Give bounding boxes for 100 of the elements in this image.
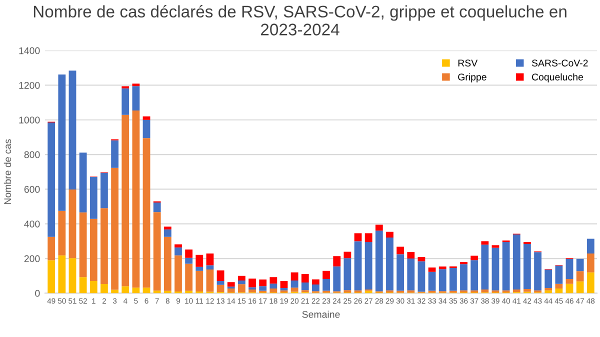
- bar: [164, 236, 172, 291]
- bar: [174, 255, 182, 292]
- bar: [280, 281, 288, 288]
- bar: [216, 270, 224, 282]
- bar: [248, 278, 256, 288]
- bar: [270, 277, 278, 284]
- bar: [290, 272, 298, 281]
- bar: [544, 288, 552, 290]
- bar: [164, 226, 172, 230]
- bar: [333, 256, 341, 266]
- bar: [259, 280, 267, 286]
- bar: [153, 290, 161, 294]
- bar: [79, 277, 87, 294]
- bar: [164, 229, 172, 237]
- y-tick-label: 800: [24, 151, 40, 158]
- bar: [322, 278, 330, 291]
- bar: [386, 232, 394, 238]
- bar: [566, 278, 574, 284]
- bar: [524, 289, 531, 292]
- bar: [492, 248, 500, 290]
- y-tick-label: 400: [24, 220, 40, 228]
- legend-label: Grippe: [458, 73, 486, 82]
- legend-label: Coqueluche: [532, 73, 583, 82]
- bar: [460, 264, 468, 290]
- bar: [90, 281, 98, 294]
- bar: [100, 172, 108, 208]
- bar: [206, 265, 214, 270]
- bar: [132, 84, 140, 86]
- bar: [418, 261, 426, 292]
- bar: [111, 140, 118, 168]
- y-tick-label: 0: [35, 290, 40, 297]
- bar: [364, 242, 372, 290]
- bar: [185, 290, 193, 294]
- bar: [174, 247, 182, 256]
- bar: [68, 258, 76, 294]
- chart-title: Nombre de cas déclarés de RSV, SARS-CoV-2, grippe et coqueluche en 2023-2024: [34, 5, 566, 36]
- bar: [153, 202, 161, 212]
- bar: [586, 254, 594, 272]
- bar: [502, 242, 510, 290]
- bar: [449, 268, 457, 291]
- bar: [270, 288, 278, 292]
- bar: [534, 252, 542, 290]
- bar: [375, 230, 383, 292]
- y-tick-label: 1200: [19, 82, 40, 89]
- bar: [196, 266, 204, 271]
- bar: [206, 269, 214, 292]
- bar: [524, 244, 531, 290]
- bar: [375, 224, 383, 231]
- bar: [79, 212, 87, 278]
- bar: [481, 290, 489, 292]
- bar: [586, 272, 594, 294]
- y-tick-label: 600: [24, 186, 40, 193]
- x-axis-title: Semaine: [302, 310, 340, 318]
- bar: [122, 114, 130, 286]
- bar: [470, 256, 478, 260]
- bar: [142, 288, 150, 294]
- bar: [132, 86, 140, 111]
- bar: [270, 284, 278, 289]
- bar: [142, 116, 150, 120]
- bar: [48, 122, 56, 237]
- bar: [48, 236, 56, 260]
- bar: [512, 290, 520, 292]
- bar: [68, 70, 76, 190]
- y-axis-title: Nombre de cas: [4, 139, 12, 204]
- bar: [280, 288, 288, 290]
- bar: [354, 241, 362, 290]
- bar: [216, 281, 224, 285]
- bar: [206, 254, 214, 266]
- bar: [312, 284, 320, 292]
- bar: [290, 280, 298, 288]
- bar: [248, 290, 256, 292]
- bar: [111, 290, 118, 294]
- bar: [196, 270, 204, 292]
- bar: [68, 190, 76, 258]
- bar: [132, 288, 140, 294]
- bar: [438, 269, 446, 292]
- y-tick-label: 1400: [19, 47, 40, 54]
- bar: [122, 88, 130, 115]
- bar: [481, 241, 489, 245]
- bar: [481, 244, 489, 290]
- bar: [386, 238, 394, 290]
- y-tick-label: 200: [24, 255, 40, 262]
- bar: [492, 245, 500, 248]
- bar: [238, 276, 246, 281]
- bar: [418, 256, 426, 262]
- bar: [344, 258, 352, 290]
- bar: [428, 268, 436, 272]
- bar: [185, 264, 193, 291]
- bar: [58, 210, 66, 256]
- bar: [185, 258, 193, 264]
- bar: [58, 255, 66, 294]
- bar: [259, 286, 267, 291]
- bar: [555, 266, 563, 284]
- bar: [79, 152, 87, 212]
- bar: [544, 290, 552, 294]
- bar: [586, 238, 594, 254]
- bar: [58, 74, 66, 211]
- bar: [122, 286, 130, 294]
- bar: [196, 254, 204, 267]
- bar: [111, 168, 118, 290]
